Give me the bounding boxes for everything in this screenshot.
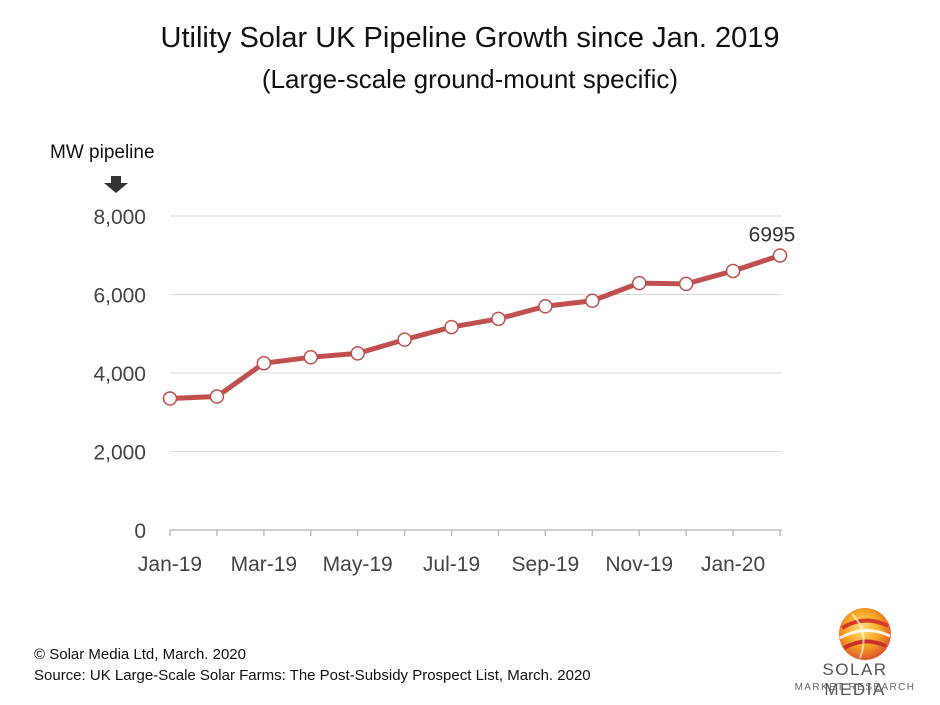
data-point bbox=[209, 389, 225, 404]
source-text: Source: UK Large-Scale Solar Farms: The … bbox=[34, 667, 591, 684]
gridlines bbox=[170, 215, 782, 452]
data-point bbox=[772, 248, 788, 263]
series-line-path bbox=[167, 252, 783, 402]
x-tick-label: May-19 bbox=[323, 553, 393, 576]
data-point bbox=[397, 332, 412, 347]
y-tick-label: 0 bbox=[134, 520, 146, 543]
x-tick-label: Mar-19 bbox=[231, 553, 298, 576]
data-point bbox=[256, 355, 272, 371]
data-point bbox=[491, 311, 506, 327]
series-line bbox=[167, 252, 783, 402]
chart-subtitle: (Large-scale ground-mount specific) bbox=[261, 64, 679, 94]
y-axis-label: MW pipeline bbox=[50, 142, 155, 163]
data-point bbox=[725, 263, 741, 279]
y-tick-label: 2,000 bbox=[93, 442, 146, 465]
data-points bbox=[162, 248, 788, 406]
data-label: 6995 bbox=[749, 223, 796, 246]
logo-sphere-icon bbox=[839, 608, 891, 660]
down-arrow-icon bbox=[104, 176, 128, 193]
data-point bbox=[585, 293, 600, 309]
copyright-text: © Solar Media Ltd, March. 2020 bbox=[34, 646, 246, 663]
data-point bbox=[538, 299, 553, 314]
y-tick-label: 8,000 bbox=[93, 206, 146, 229]
x-tick-label: Nov-19 bbox=[605, 553, 673, 576]
labels: 0 2,000 4,000 6,000 8,000 Jan-19 Mar-19 May-19 J… bbox=[93, 206, 795, 576]
logo-subtitle: MARKET RESEARCH bbox=[794, 682, 916, 693]
y-tick-label: 6,000 bbox=[93, 285, 146, 308]
x-tick-label: Jul-19 bbox=[423, 553, 480, 576]
data-point bbox=[678, 276, 694, 292]
axes bbox=[169, 529, 782, 536]
data-point bbox=[444, 319, 459, 335]
x-tick-label: Jan-19 bbox=[138, 553, 202, 576]
x-tick-label: Jan-20 bbox=[701, 553, 765, 576]
y-tick-label: 4,000 bbox=[93, 363, 146, 386]
solar-media-logo: SOLAR MEDIA MARKET RESEARCH bbox=[790, 602, 920, 702]
line-chart: 0 2,000 4,000 6,000 8,000 Jan-19 Mar-19 May-19 J… bbox=[93, 206, 795, 576]
data-point bbox=[162, 391, 178, 406]
chart-title: Utility Solar UK Pipeline Growth since J… bbox=[160, 22, 780, 54]
data-point bbox=[350, 346, 365, 361]
logo-name: SOLAR MEDIA bbox=[822, 660, 888, 699]
data-point bbox=[303, 350, 319, 365]
data-point bbox=[631, 275, 647, 291]
x-tick-label: Sep-19 bbox=[512, 553, 580, 576]
